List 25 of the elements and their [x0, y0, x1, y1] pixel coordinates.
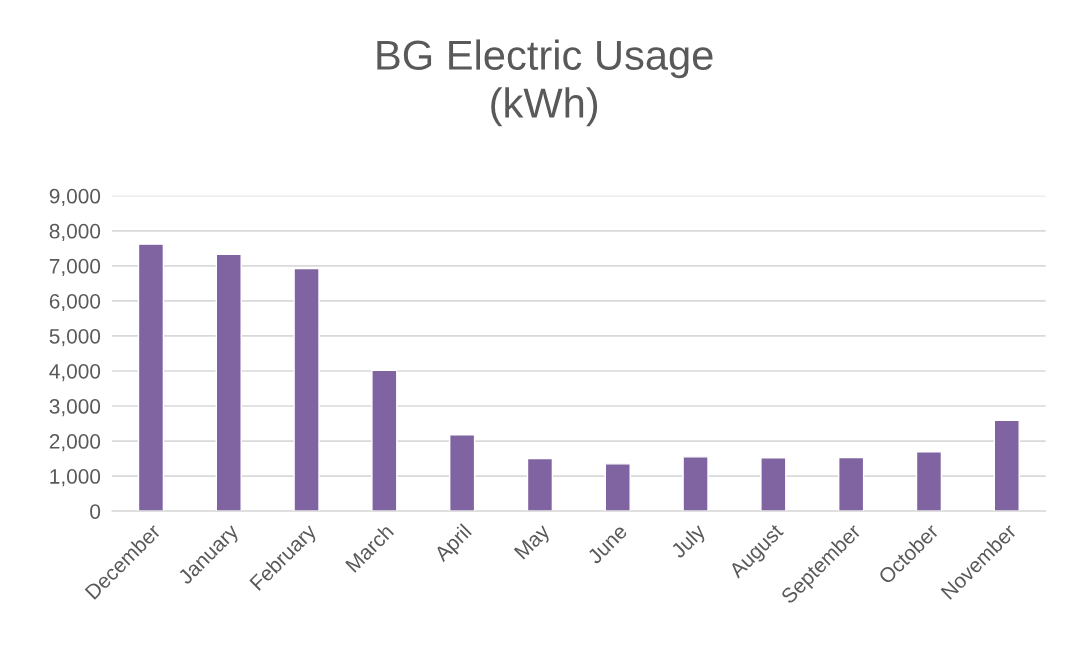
bar: [137, 243, 165, 512]
y-tick-label: 4,000: [49, 363, 101, 382]
bar: [293, 267, 320, 512]
bar: [526, 457, 554, 512]
y-tick-label: 2,000: [49, 434, 101, 452]
y-tick-label: 1,000: [50, 469, 101, 487]
y-tick-label: 8,000: [49, 223, 101, 242]
y-tick-label: 0: [90, 504, 101, 519]
bar: [215, 253, 242, 512]
bar: [993, 419, 1020, 512]
bar: [371, 369, 398, 512]
bar: [449, 434, 476, 512]
bar: [604, 463, 631, 512]
x-tick-label: May: [513, 522, 554, 563]
bar: [915, 451, 943, 512]
y-tick-label: 7,000: [49, 258, 101, 277]
bar: [682, 456, 709, 512]
bar: [760, 457, 787, 512]
chart-title: BG Electric Usage (kWh): [377, 39, 713, 127]
y-tick-label: 5,000: [49, 328, 101, 347]
y-tick-label: 3,000: [49, 399, 101, 417]
y-tick-label: 6,000: [49, 293, 101, 312]
y-tick-label: 9,000: [49, 188, 101, 206]
bar: [838, 456, 865, 512]
x-tick-label: July: [669, 522, 710, 562]
